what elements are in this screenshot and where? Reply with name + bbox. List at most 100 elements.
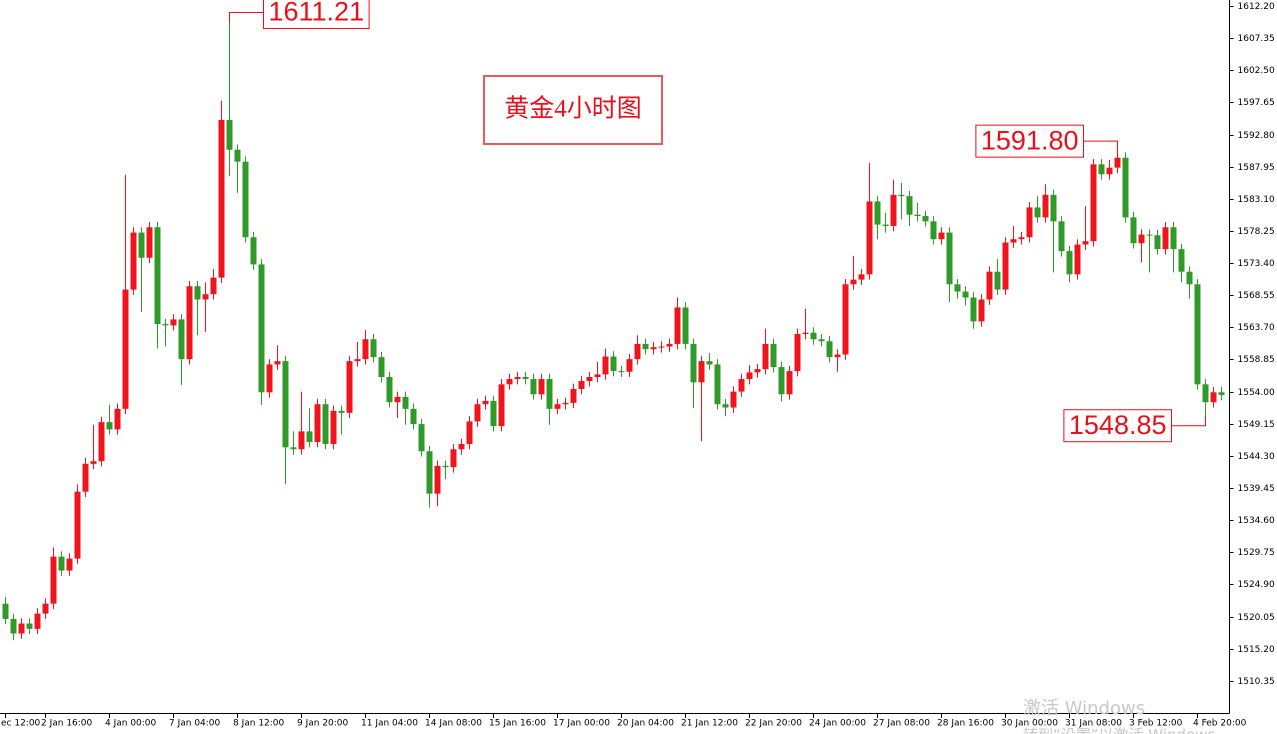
candle-body (306, 431, 313, 442)
chart-title: 黄金4小时图 (504, 95, 642, 123)
x-tick-label: 28 Jan 16:00 (937, 719, 994, 729)
candle-body (1202, 384, 1209, 403)
candle-body (466, 421, 473, 444)
candle-body (786, 371, 793, 395)
candle-body (858, 274, 865, 280)
candle-body (770, 343, 777, 368)
candle-body (866, 201, 873, 275)
candle-body (1090, 164, 1097, 242)
candle-body (754, 369, 761, 373)
candle-body (506, 379, 513, 385)
candle-body (266, 364, 273, 393)
x-tick-label: 15 Jan 16:00 (489, 719, 546, 729)
x-tick-label: 24 Jan 00:00 (809, 719, 866, 729)
candle-body (122, 289, 129, 409)
candle-body (66, 558, 73, 571)
candle-body (570, 388, 577, 403)
candle-body (186, 286, 193, 360)
candle-body (962, 291, 969, 298)
candle-body (842, 284, 849, 355)
candle-body (378, 357, 385, 378)
candle-body (2, 603, 9, 619)
x-tick-label: 20 Jan 04:00 (617, 719, 674, 729)
y-tick-label: 1558.85 (1238, 355, 1275, 365)
candle-body (50, 556, 57, 604)
candle-body (538, 379, 545, 395)
x-tick-label: 3 Feb 12:00 (1129, 719, 1183, 729)
candle-body (874, 201, 881, 225)
y-tick-label: 1510.35 (1238, 677, 1275, 687)
candle-body (1098, 164, 1105, 175)
candle-body (946, 232, 953, 285)
candle-body (1154, 235, 1161, 250)
y-tick-label: 1578.25 (1238, 227, 1275, 237)
candle-body (762, 343, 769, 370)
candle-body (26, 623, 33, 629)
candle-body (930, 221, 937, 240)
candle-body (618, 371, 625, 373)
watermark: 转到“设置”以激活 Windows。 (1023, 726, 1230, 734)
candle-body (810, 332, 817, 340)
candle-body (1026, 207, 1033, 238)
x-tick-label: 4 Jan 00:00 (105, 719, 157, 729)
candle-body (178, 319, 185, 360)
candle-body (1162, 227, 1169, 250)
candle-body (1018, 237, 1025, 240)
y-tick-label: 1597.65 (1238, 98, 1275, 108)
candle-body (210, 277, 217, 295)
candle-body (850, 279, 857, 285)
candle-body (34, 613, 41, 629)
candle-body (730, 391, 737, 408)
x-tick-label: 31 Jan 08:00 (1065, 719, 1122, 729)
y-tick-label: 1602.50 (1238, 66, 1275, 76)
annotation-connector (229, 12, 264, 23)
x-tick-label: 30 Jan 00:00 (1001, 719, 1058, 729)
candle-body (674, 307, 681, 344)
annotation-label: 1548.85 (1069, 410, 1167, 440)
candle-body (922, 216, 929, 222)
candle-body (354, 359, 361, 362)
candle-body (314, 404, 321, 442)
x-tick-label: ec 12:00 (1, 719, 41, 729)
watermark: 激活 Windows (1023, 698, 1145, 719)
candle-body (58, 556, 65, 571)
candle-body (1114, 157, 1121, 168)
y-tick-label: 1554.00 (1238, 388, 1275, 398)
candle-body (722, 404, 729, 408)
candle-body (226, 119, 233, 150)
candle-body (778, 367, 785, 395)
y-tick-label: 1583.10 (1238, 195, 1275, 205)
candle-body (18, 623, 25, 634)
candle-body (154, 227, 161, 325)
candle-body (370, 339, 377, 358)
x-tick-label: 17 Jan 00:00 (553, 719, 610, 729)
candle-body (426, 451, 433, 494)
y-tick-label: 1524.90 (1238, 580, 1275, 590)
x-tick-label: 8 Jan 12:00 (233, 719, 285, 729)
candle-body (522, 377, 529, 380)
candle-body (322, 404, 329, 444)
candle-body (386, 377, 393, 403)
candle-body (474, 404, 481, 422)
candle-body (746, 372, 753, 380)
candle-body (1122, 157, 1129, 218)
candle-body (1178, 249, 1185, 272)
candle-body (906, 196, 913, 215)
candle-body (1186, 271, 1193, 285)
x-tick-label: 22 Jan 20:00 (745, 719, 802, 729)
annotation-label: 1591.80 (981, 125, 1079, 155)
candle-body (602, 356, 609, 375)
candle-body (1210, 392, 1217, 403)
candle-body (250, 237, 257, 265)
candle-body (1146, 234, 1153, 236)
candle-body (258, 264, 265, 393)
candle-body (690, 343, 697, 383)
candle-body (290, 447, 297, 450)
candle-body (114, 408, 121, 430)
candle-body (74, 491, 81, 559)
y-tick-label: 1612.20 (1238, 2, 1275, 12)
candle-body (1106, 167, 1113, 175)
candle-body (410, 408, 417, 425)
candle-body (298, 431, 305, 450)
